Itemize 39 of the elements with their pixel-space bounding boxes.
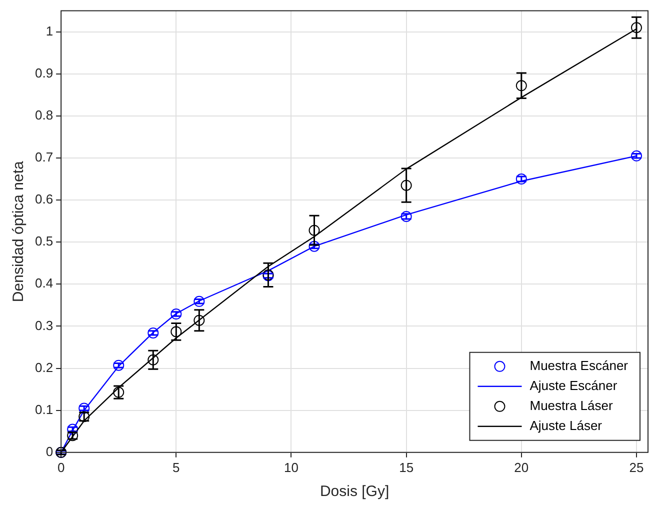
x-tick-label: 0 [57,460,65,475]
point [78,402,90,414]
point [308,240,320,252]
y-tick-label: 0.3 [34,318,54,333]
x-tick-label: 5 [172,460,180,475]
x-tick-label: 20 [514,460,529,475]
point [170,308,182,320]
y-tick-label: 0.2 [34,360,54,375]
point [630,22,642,34]
point [194,314,205,326]
y-tick-label: 0.5 [34,234,54,249]
y-tick-label: 0.8 [34,108,54,123]
y-tick-label: 0.4 [34,276,54,291]
y-tick-label: 0.7 [34,150,54,165]
point [400,210,412,222]
legend-label: Ajuste Láser [530,418,603,433]
y-axis-title: Densidad óptica neta [10,160,28,302]
legend-label: Muestra Escáner [530,358,629,373]
y-tick-label: 0 [46,444,54,459]
y-tick-label: 0.9 [34,65,54,80]
point [194,296,205,307]
y-tick-label: 1 [46,23,54,38]
point [148,354,159,366]
point [67,424,78,435]
legend-label: Muestra Láser [530,398,614,413]
point [516,174,527,185]
x-axis-title: Dosis [Gy] [320,483,390,500]
x-tick-label: 15 [399,460,414,475]
y-tick-label: 0.6 [34,192,54,207]
point [170,326,182,338]
point [400,180,412,191]
y-tick-label: 0.1 [34,402,54,417]
point [516,80,527,92]
x-tick-label: 25 [629,460,644,475]
point [113,360,124,371]
point [308,224,320,236]
legend-label: Ajuste Escáner [530,378,618,393]
x-tick-label: 10 [284,460,298,475]
point [148,327,159,338]
